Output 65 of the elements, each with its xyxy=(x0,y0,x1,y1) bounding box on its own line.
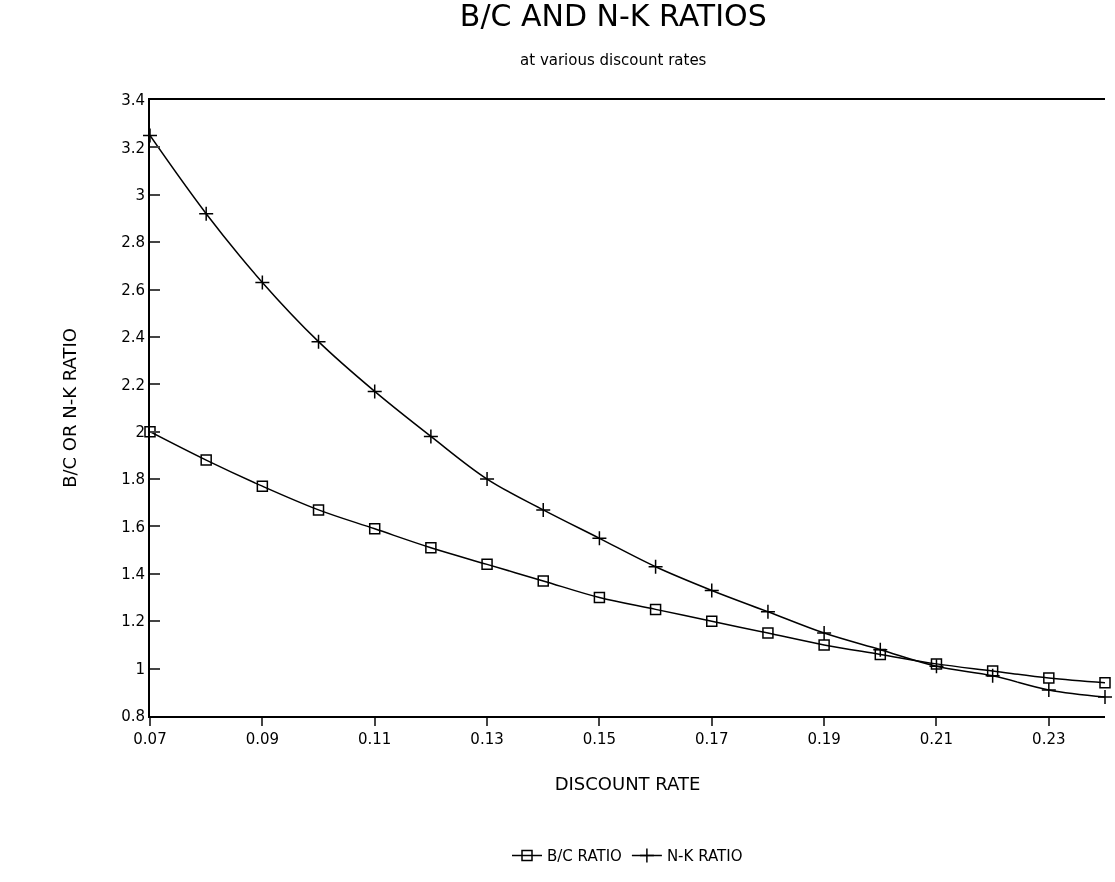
point xyxy=(647,558,664,575)
point xyxy=(1043,672,1055,684)
x-tick-label: 0.17 xyxy=(695,730,729,748)
chart-title: B/C AND N-K RATIOS xyxy=(459,0,767,34)
x-tick-label: 0.21 xyxy=(919,730,954,748)
point xyxy=(986,665,999,677)
y-tick-label: 1.2 xyxy=(121,612,145,631)
point xyxy=(591,530,608,547)
point xyxy=(312,504,325,516)
y-tick-label: 2 xyxy=(135,422,145,441)
point xyxy=(479,471,495,487)
point xyxy=(537,575,549,587)
point xyxy=(760,604,776,620)
y-axis-title: B/C OR N-K RATIO xyxy=(58,328,80,488)
y-tick-label: 1.8 xyxy=(121,470,145,489)
point xyxy=(200,454,212,466)
point xyxy=(366,383,383,400)
y-tick-label: 3 xyxy=(135,186,145,205)
chart-subtitle: at various discount rates xyxy=(520,51,707,70)
point xyxy=(984,667,1001,684)
point xyxy=(1041,682,1057,698)
point xyxy=(310,333,327,350)
y-tick-label: 1.6 xyxy=(121,517,145,536)
point xyxy=(144,425,156,438)
x-tick-label: 0.11 xyxy=(358,730,392,748)
x-tick-label: 0.07 xyxy=(133,730,167,748)
x-tick-label: 0.19 xyxy=(807,730,841,748)
x-tick-label: 0.13 xyxy=(470,730,504,748)
point xyxy=(872,641,889,658)
point xyxy=(1099,677,1111,689)
y-tick-label: 2.2 xyxy=(121,375,145,394)
y-tick-label: 1.4 xyxy=(121,565,145,584)
point xyxy=(425,542,437,554)
point xyxy=(874,648,887,661)
y-tick-label: 3.4 xyxy=(121,91,145,110)
legend-label: N-K RATIO xyxy=(666,847,743,866)
y-tick-label: 2.6 xyxy=(121,280,145,299)
point xyxy=(928,658,945,674)
legend-label: B/C RATIO xyxy=(547,847,622,866)
point xyxy=(816,625,832,641)
point xyxy=(593,591,606,604)
x-tick-label: 0.15 xyxy=(582,730,617,748)
point xyxy=(649,603,662,616)
point xyxy=(368,523,381,535)
point xyxy=(254,274,271,291)
point xyxy=(535,502,551,518)
point xyxy=(706,615,718,627)
y-tick-label: 0.8 xyxy=(121,707,145,726)
y-tick-label: 2.8 xyxy=(121,233,145,252)
point xyxy=(704,582,720,599)
point xyxy=(1097,689,1113,705)
point xyxy=(930,658,943,670)
point xyxy=(481,558,493,571)
x-tick-label: 0.09 xyxy=(245,730,280,748)
y-tick-label: 2.4 xyxy=(121,328,145,347)
point xyxy=(423,428,439,445)
x-axis-title: DISCOUNT RATE xyxy=(554,772,701,794)
point xyxy=(198,205,214,222)
y-tick-label: 3.2 xyxy=(121,138,145,157)
point xyxy=(256,480,269,492)
y-tick-label: 1 xyxy=(135,659,145,678)
point xyxy=(762,627,774,639)
point xyxy=(142,127,158,144)
x-tick-label: 0.23 xyxy=(1032,730,1066,748)
point xyxy=(818,639,830,651)
